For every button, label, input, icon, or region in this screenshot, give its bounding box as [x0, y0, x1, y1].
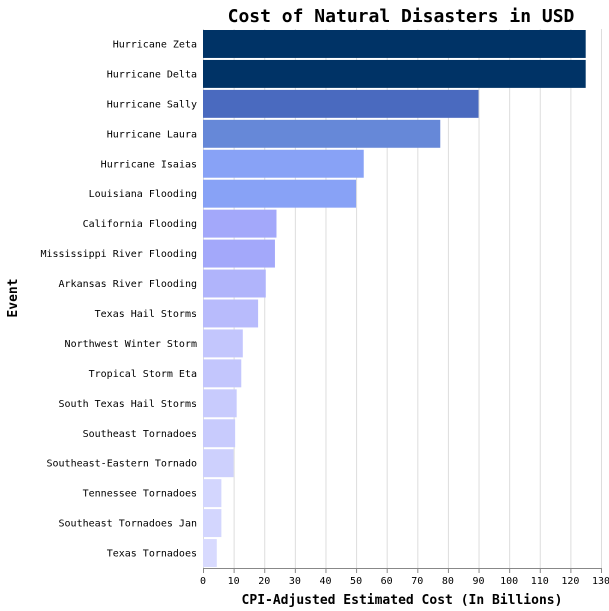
- x-tick-label: 40: [319, 576, 331, 587]
- bar: [203, 59, 586, 88]
- gridlines: [203, 29, 602, 568]
- bar: [203, 239, 275, 268]
- category-label: Tropical Storm Eta: [89, 369, 197, 380]
- category-label: California Flooding: [83, 219, 197, 230]
- category-label: Tennessee Tornadoes: [83, 489, 197, 500]
- x-tick-label: 0: [200, 576, 206, 587]
- category-label: South Texas Hail Storms: [59, 399, 197, 410]
- x-tick-label: 60: [381, 576, 393, 587]
- category-label: Arkansas River Flooding: [59, 279, 197, 290]
- bar: [203, 389, 237, 418]
- category-label: Northwest Winter Storm: [65, 339, 197, 350]
- bar: [203, 30, 586, 58]
- category-label: Louisiana Flooding: [89, 189, 197, 200]
- bar: [203, 479, 222, 508]
- bar: [203, 299, 259, 328]
- bar: [203, 419, 236, 448]
- x-tick-label: 20: [258, 576, 270, 587]
- x-tick-label: 10: [228, 576, 240, 587]
- bar: [203, 449, 234, 478]
- y-axis-title: Event: [6, 278, 21, 317]
- category-label: Hurricane Delta: [107, 69, 197, 80]
- chart-title: Cost of Natural Disasters in USD: [228, 6, 575, 27]
- x-tick-label: 30: [289, 576, 301, 587]
- x-tick-label: 110: [531, 576, 549, 587]
- category-labels: Hurricane Zeta Hurricane Delta Hurricane S…: [40, 39, 197, 559]
- category-label: Texas Tornadoes: [107, 549, 197, 560]
- category-label: Hurricane Sally: [107, 99, 197, 110]
- bar: [203, 149, 364, 178]
- x-tick-label: 120: [561, 576, 579, 587]
- bar: [203, 329, 243, 358]
- category-label: Hurricane Isaias: [101, 159, 197, 170]
- category-label: Southeast Tornadoes: [83, 429, 197, 440]
- category-label: Hurricane Laura: [107, 129, 197, 140]
- x-tick-label: 130: [592, 576, 609, 587]
- bar: [203, 539, 217, 567]
- category-label: Mississippi River Flooding: [40, 249, 197, 260]
- x-axis: 0 10 20 30 40 50 60 70 80 90 100 110 120 130: [200, 568, 609, 587]
- category-label: Southeast-Eastern Tornado: [46, 459, 197, 470]
- bar: [203, 179, 357, 208]
- x-axis-title: CPI-Adjusted Estimated Cost (In Billions…: [242, 593, 563, 608]
- bar: [203, 89, 479, 118]
- bar: [203, 359, 242, 388]
- x-tick-label: 80: [442, 576, 454, 587]
- x-tick-label: 70: [411, 576, 423, 587]
- bar: [203, 509, 222, 538]
- bar: [203, 269, 266, 298]
- bars: [203, 30, 586, 567]
- bar: [203, 209, 277, 238]
- category-label: Texas Hail Storms: [95, 309, 197, 320]
- x-tick-label: 50: [350, 576, 362, 587]
- category-label: Southeast Tornadoes Jan: [59, 519, 197, 530]
- category-label: Hurricane Zeta: [113, 39, 197, 50]
- bar: [203, 119, 441, 148]
- x-tick-label: 100: [500, 576, 518, 587]
- x-tick-label: 90: [473, 576, 485, 587]
